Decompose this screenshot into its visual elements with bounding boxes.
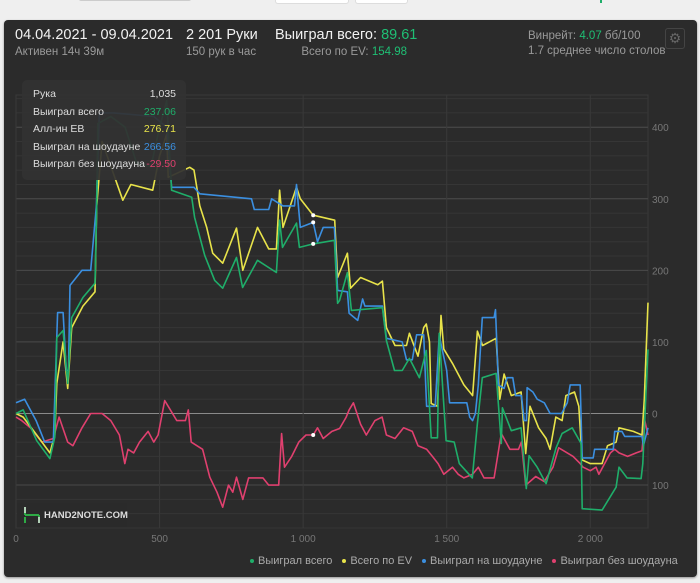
ev-total-label: Всего по EV:: [301, 46, 369, 58]
x-tick-label: 1 500: [434, 534, 459, 545]
tooltip-value: -29.50: [146, 158, 176, 170]
tooltip-label: Выиграл на шоудауне: [33, 141, 141, 153]
won-total-value: 89.61: [381, 27, 418, 43]
legend-item-won-total[interactable]: Выиграл всего: [250, 555, 332, 567]
tooltip-label: Рука: [33, 88, 56, 100]
y-tick-label: 400: [652, 123, 669, 134]
tooltip-label: Выиграл без шоудауна: [33, 158, 145, 170]
hover-tooltip: Рука 1,035 Выиграл всего 237.06 Алл-ин ЕВ 2…: [22, 80, 186, 180]
legend-label: Выиграл без шоудауна: [560, 555, 678, 567]
hands-count: 2 201 Руки: [186, 27, 258, 43]
hover-point-2: [311, 220, 316, 225]
winrate-value: 4.07: [579, 30, 602, 42]
active-time: Активен 14ч 39м: [15, 46, 105, 58]
y-tick-label: 0: [652, 409, 658, 420]
date-range: 04.04.2021 - 09.04.2021: [15, 27, 174, 43]
won-total-label: Выиграл всего:: [275, 27, 378, 43]
x-tick-label: 500: [151, 534, 168, 545]
legend-item-non-showdown[interactable]: Выиграл без шоудауна: [552, 555, 678, 567]
ev-total-value: 154.98: [371, 46, 407, 58]
winrate-label: Винрейт:: [528, 30, 577, 42]
tooltip-row-hand: Рука 1,035: [33, 88, 176, 102]
legend-dot-icon: [552, 559, 557, 564]
series-line-1: [15, 133, 649, 465]
top-toolbar-field[interactable]: [79, 0, 191, 1]
won-total: Выиграл всего: 89.61: [275, 27, 417, 43]
tooltip-row-allin-ev: Алл-ин ЕВ 276.71: [33, 123, 176, 137]
settings-button[interactable]: ⚙: [665, 28, 685, 49]
legend-dot-icon: [250, 559, 254, 564]
top-toolbar-button[interactable]: [275, 0, 349, 4]
y-tick-label: 100: [652, 481, 669, 492]
tooltip-row-showdown: Выиграл на шоудауне 266.56: [33, 141, 176, 155]
legend-item-ev-total[interactable]: Всего по EV: [342, 555, 412, 567]
hover-point-1: [311, 213, 316, 218]
tooltip-row-won-total: Выиграл всего 237.06: [33, 106, 176, 120]
gear-icon: ⚙: [668, 30, 682, 46]
tooltip-label: Выиграл всего: [33, 106, 104, 118]
series-line-3: [15, 399, 649, 508]
legend-label: Выиграл на шоудауне: [430, 555, 543, 567]
tooltip-value: 276.71: [143, 123, 176, 135]
avg-tables: 1.7 среднее число столов: [528, 45, 666, 57]
y-tick-label: 100: [652, 338, 669, 349]
chart-legend: Выиграл всего Всего по EV Выиграл на шоу…: [250, 555, 678, 567]
tooltip-value: 266.56: [143, 141, 176, 153]
hands-per-hour: 150 рук в час: [186, 46, 257, 58]
y-tick-label: 300: [652, 195, 669, 206]
top-toolbar-button[interactable]: [355, 0, 408, 4]
hand2note-logo-text: HAND2NOTE.COM: [44, 510, 128, 521]
hover-point-0: [311, 241, 316, 246]
x-tick-label: 0: [13, 534, 19, 545]
legend-dot-icon: [342, 559, 347, 564]
hand2note-logo-icon: [24, 507, 40, 523]
legend-dot-icon: [422, 559, 427, 564]
legend-label: Всего по EV: [350, 555, 413, 567]
hand2note-logo: HAND2NOTE.COM: [17, 503, 128, 527]
legend-item-showdown[interactable]: Выиграл на шоудауне: [422, 555, 542, 567]
legend-label: Выиграл всего: [258, 555, 333, 567]
top-indicator: [600, 0, 602, 3]
winrate-unit: бб/100: [604, 30, 641, 42]
x-tick-label: 1 000: [291, 534, 316, 545]
tooltip-row-non-showdown: Выиграл без шоудауна -29.50: [33, 158, 176, 172]
y-tick-label: 200: [652, 266, 669, 277]
tooltip-value: 1,035: [149, 88, 176, 100]
tooltip-value: 237.06: [143, 106, 176, 118]
x-tick-label: 2 000: [578, 534, 603, 545]
hover-point-3: [311, 432, 316, 437]
tooltip-label: Алл-ин ЕВ: [33, 123, 85, 135]
winrate: Винрейт: 4.07 бб/100: [528, 30, 640, 42]
ev-total: Всего по EV: 154.98: [301, 46, 407, 58]
